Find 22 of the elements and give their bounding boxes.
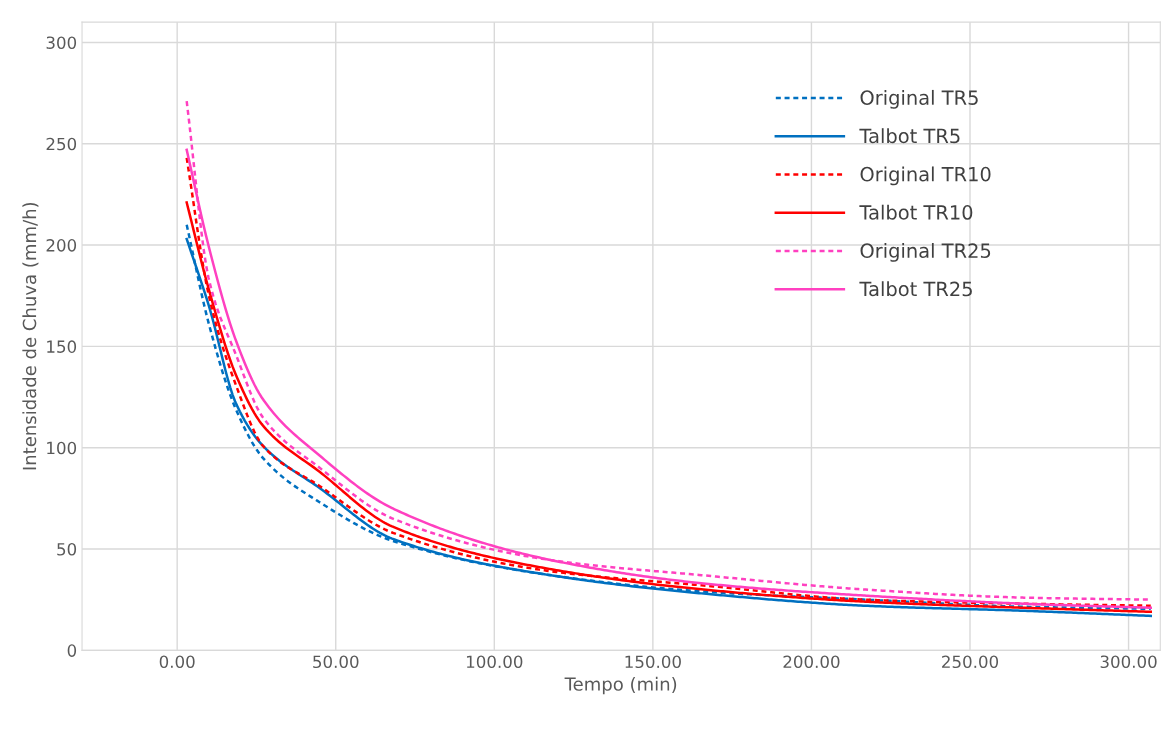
- legend-label: Talbot TR10: [859, 204, 973, 220]
- legend-label: Talbot TR25: [859, 281, 972, 297]
- legend-label: Original TR10: [860, 166, 991, 186]
- y-tick-label: 100: [47, 441, 77, 455]
- x-tick-label: 50.00: [313, 655, 359, 669]
- y-tick-label: 50: [57, 542, 77, 556]
- y-tick-label: 150: [47, 340, 77, 353]
- y-tick-label: 200: [46, 239, 77, 252]
- legend-label: Original TR25: [860, 242, 991, 262]
- y-tick-label: 300: [46, 36, 77, 49]
- x-tick-label: 200.00: [783, 655, 840, 669]
- x-tick-label: 250.00: [942, 655, 999, 669]
- x-tick-label: 300.00: [1100, 655, 1157, 669]
- x-tick-label: 0.00: [159, 655, 195, 669]
- y-tick-label: 250: [46, 137, 77, 151]
- y-tick-label: 0: [67, 644, 77, 657]
- y-axis-title: Intensidade de Chuva (mm/h): [22, 202, 39, 470]
- x-axis-title: Tempo (min): [564, 676, 677, 695]
- legend-label: Talbot TR5: [859, 128, 960, 144]
- legend-label: Original TR5: [860, 89, 978, 109]
- x-tick-label: 150.00: [625, 655, 681, 669]
- x-tick-label: 100.00: [466, 655, 523, 669]
